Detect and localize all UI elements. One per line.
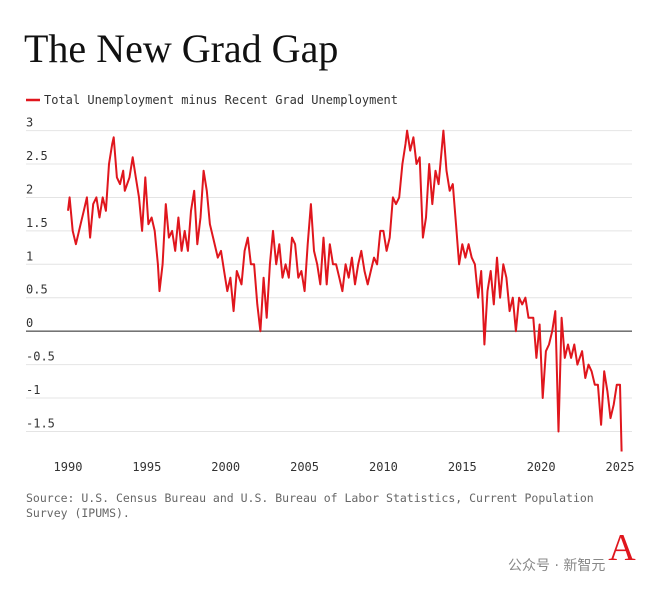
data-line <box>67 129 623 452</box>
x-tick-label: 2010 <box>369 460 398 474</box>
y-tick-label: 1.5 <box>26 216 48 230</box>
x-tick-label: 2025 <box>606 460 635 474</box>
y-tick-label: 2 <box>26 182 33 196</box>
source-note: Source: U.S. Census Bureau and U.S. Bure… <box>26 491 594 520</box>
watermark: 公众号 · 新智元 <box>508 558 605 574</box>
x-tick-label: 1995 <box>132 460 161 474</box>
x-tick-label: 2020 <box>527 460 556 474</box>
y-tick-label: 3 <box>26 116 33 130</box>
y-tick-label: 0 <box>26 316 33 330</box>
x-tick-label: 1990 <box>54 460 83 474</box>
y-tick-label: 2.5 <box>26 149 48 163</box>
logo: A <box>608 527 636 569</box>
x-tick-label: 2015 <box>448 460 477 474</box>
legend-label: Total Unemployment minus Recent Grad Une… <box>44 93 398 107</box>
y-tick-label: 0.5 <box>26 283 48 297</box>
y-tick-label: -1 <box>26 383 40 397</box>
x-tick-label: 2005 <box>290 460 319 474</box>
y-tick-label: -1.5 <box>26 416 55 430</box>
x-tick-label: 2000 <box>211 460 240 474</box>
chart-title: The New Grad Gap <box>24 26 338 71</box>
y-tick-label: 1 <box>26 249 33 263</box>
y-tick-label: -0.5 <box>26 350 55 364</box>
